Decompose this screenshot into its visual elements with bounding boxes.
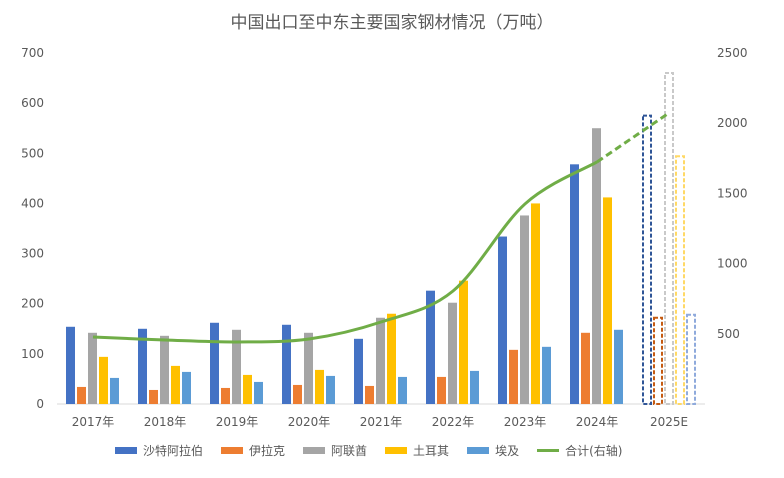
bar-埃及 — [182, 371, 191, 404]
bar-埃及 — [542, 346, 551, 404]
x-tick-label: 2017年 — [72, 415, 115, 429]
bar-伊拉克 — [509, 349, 518, 404]
bar-土耳其 — [531, 203, 540, 404]
y2-tick-label: 500 — [717, 327, 740, 341]
x-tick-label: 2023年 — [504, 415, 547, 429]
legend-item: 土耳其 — [385, 442, 449, 459]
bar-伊拉克 — [365, 385, 374, 404]
legend-label: 阿联酋 — [331, 444, 368, 458]
bar-土耳其 — [387, 313, 396, 404]
bar-土耳其 — [603, 197, 612, 404]
y-tick-label: 500 — [21, 146, 44, 160]
bar-阿联酋 — [160, 335, 169, 404]
bar-阿联酋 — [376, 317, 385, 404]
y-tick-label: 400 — [21, 196, 44, 210]
bar-沙特阿拉伯 — [354, 338, 363, 404]
y2-tick-label: 2500 — [717, 46, 748, 60]
x-tick-label: 2019年 — [216, 415, 259, 429]
x-tick-label: 2021年 — [360, 415, 403, 429]
bar-阿联酋 — [304, 332, 313, 404]
bar-伊拉克 — [293, 384, 302, 404]
legend-label: 土耳其 — [413, 444, 450, 458]
legend-label: 合计(右轴) — [565, 444, 623, 458]
chart-title: 中国出口至中东主要国家钢材情况（万吨） — [230, 13, 554, 33]
legend-swatch — [115, 447, 137, 454]
bar-埃及 — [398, 376, 407, 404]
x-tick-label: 2020年 — [288, 415, 331, 429]
legend-swatch — [467, 447, 490, 454]
bar-沙特阿拉伯 — [426, 290, 435, 404]
legend-swatch — [537, 449, 560, 452]
bar-埃及 — [614, 329, 623, 404]
legend-label: 伊拉克 — [249, 444, 286, 458]
y-tick-label: 600 — [21, 96, 44, 110]
legend-swatch — [221, 447, 244, 454]
bar-埃及 — [110, 377, 119, 404]
x-tick-label: 2024年 — [576, 415, 619, 429]
bar-土耳其 — [315, 369, 324, 404]
bar-土耳其 — [243, 374, 252, 404]
legend-label: 埃及 — [495, 444, 520, 458]
bar-伊拉克 — [581, 332, 590, 404]
bar-沙特阿拉伯 — [570, 164, 579, 404]
legend-item: 埃及 — [467, 442, 519, 459]
legend-swatch — [385, 447, 408, 454]
bar-沙特阿拉伯 — [282, 324, 291, 404]
y2-tick-label: 1000 — [717, 257, 748, 271]
x-tick-label: 2018年 — [144, 415, 187, 429]
bar-阿联酋-projected — [664, 72, 674, 406]
bar-土耳其 — [99, 356, 108, 404]
bar-埃及 — [326, 375, 335, 404]
y-tick-label: 700 — [21, 46, 44, 60]
bar-阿联酋 — [448, 302, 457, 404]
bar-沙特阿拉伯 — [498, 236, 507, 404]
bar-土耳其 — [459, 280, 468, 404]
y-tick-label: 0 — [36, 397, 44, 411]
bar-阿联酋 — [232, 329, 241, 404]
bar-伊拉克 — [149, 389, 158, 404]
y-tick-label: 100 — [21, 347, 44, 361]
bar-土耳其 — [171, 365, 180, 404]
y2-tick-label: 2000 — [717, 116, 748, 130]
bar-土耳其-projected — [675, 155, 685, 405]
bar-沙特阿拉伯 — [138, 328, 147, 404]
bar-沙特阿拉伯 — [66, 326, 75, 404]
legend-item: 伊拉克 — [221, 442, 285, 459]
bar-埃及 — [470, 370, 479, 404]
x-tick-label: 2025E — [650, 415, 688, 429]
total-line-projected — [596, 111, 670, 164]
legend-item: 合计(右轴) — [537, 442, 622, 459]
bar-伊拉克 — [221, 387, 230, 404]
bar-埃及-projected — [686, 313, 696, 406]
x-tick-label: 2022年 — [432, 415, 475, 429]
bar-阿联酋 — [520, 215, 529, 404]
bar-沙特阿拉伯 — [210, 322, 219, 404]
legend-item: 阿联酋 — [303, 442, 367, 459]
bar-伊拉克 — [437, 376, 446, 404]
bar-伊拉克-projected — [653, 316, 663, 405]
legend-item: 沙特阿拉伯 — [115, 442, 203, 459]
legend: 沙特阿拉伯 伊拉克 阿联酋 土耳其 埃及 合计(右轴) — [115, 442, 622, 459]
legend-swatch — [303, 447, 326, 454]
y2-tick-label: 1500 — [717, 186, 748, 200]
legend-label: 沙特阿拉伯 — [143, 444, 204, 458]
bar-沙特阿拉伯-projected — [642, 114, 652, 406]
total-line — [92, 160, 598, 344]
y-tick-label: 300 — [21, 247, 44, 261]
y-tick-label: 200 — [21, 297, 44, 311]
bar-阿联酋 — [88, 332, 97, 404]
bar-埃及 — [254, 381, 263, 404]
bar-阿联酋 — [592, 128, 601, 404]
bar-伊拉克 — [77, 386, 86, 404]
